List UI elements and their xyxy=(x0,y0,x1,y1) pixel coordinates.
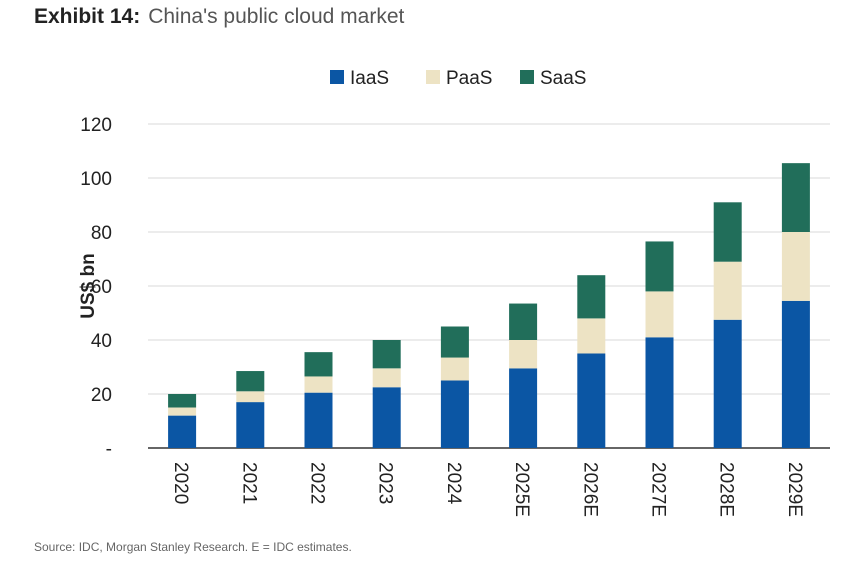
bar-saas-2021 xyxy=(236,371,265,392)
bar-iaas-2026E xyxy=(577,353,606,448)
bar-paas-2020 xyxy=(168,407,197,416)
bar-iaas-2025E xyxy=(509,368,538,448)
bar-paas-2027E xyxy=(645,291,674,338)
bar-paas-2028E xyxy=(713,261,742,320)
bar-saas-2022 xyxy=(304,352,333,377)
bar-iaas-2022 xyxy=(304,392,333,448)
bar-paas-2023 xyxy=(372,368,401,388)
y-tick-label-100: 100 xyxy=(80,169,112,190)
y-tick-label-60: 60 xyxy=(91,277,112,298)
y-tick-label-40: 40 xyxy=(91,331,112,352)
legend-swatch-paas xyxy=(426,70,440,84)
bar-saas-2026E xyxy=(577,275,606,319)
source-note: Source: IDC, Morgan Stanley Research. E … xyxy=(34,540,352,554)
x-tick-label-2022: 2022 xyxy=(307,462,328,504)
exhibit-title-text: China's public cloud market xyxy=(148,5,405,28)
exhibit-title: Exhibit 14: China's public cloud market xyxy=(34,5,404,29)
bar-saas-2023 xyxy=(372,340,401,369)
y-tick-label-80: 80 xyxy=(91,223,112,244)
bar-iaas-2024 xyxy=(440,380,469,448)
x-tick-label-2027E: 2027E xyxy=(648,462,669,517)
legend-label-saas: SaaS xyxy=(540,68,586,89)
bar-paas-2029E xyxy=(781,232,810,301)
bar-iaas-2028E xyxy=(713,319,742,448)
bar-paas-2026E xyxy=(577,318,606,354)
legend-label-paas: PaaS xyxy=(446,68,492,89)
y-tick-label-0: - xyxy=(106,439,112,460)
x-tick-label-2028E: 2028E xyxy=(716,462,737,517)
bar-iaas-2029E xyxy=(781,300,810,448)
legend-swatch-iaas xyxy=(330,70,344,84)
x-tick-label-2023: 2023 xyxy=(375,462,396,504)
bar-saas-2020 xyxy=(168,394,197,408)
legend-swatch-saas xyxy=(520,70,534,84)
bar-iaas-2020 xyxy=(168,415,197,448)
exhibit-label: Exhibit 14: xyxy=(34,5,141,28)
x-tick-label-2029E: 2029E xyxy=(784,462,805,517)
x-tick-label-2020: 2020 xyxy=(170,462,191,504)
bar-iaas-2027E xyxy=(645,337,674,448)
bar-paas-2025E xyxy=(509,340,538,369)
bar-saas-2029E xyxy=(781,163,810,232)
y-tick-label-120: 120 xyxy=(80,115,112,136)
y-tick-label-20: 20 xyxy=(91,385,112,406)
bar-saas-2025E xyxy=(509,303,538,340)
x-tick-label-2024: 2024 xyxy=(443,462,464,505)
x-tick-label-2025E: 2025E xyxy=(511,462,532,517)
bar-paas-2022 xyxy=(304,376,333,393)
bar-iaas-2023 xyxy=(372,387,401,448)
bar-saas-2024 xyxy=(440,326,469,358)
y-axis-title: US$ bn xyxy=(78,253,99,318)
legend-label-iaas: IaaS xyxy=(350,68,389,89)
bar-paas-2021 xyxy=(236,391,265,403)
bar-paas-2024 xyxy=(440,357,469,381)
x-tick-label-2026E: 2026E xyxy=(579,462,600,517)
bar-saas-2027E xyxy=(645,241,674,292)
bar-saas-2028E xyxy=(713,202,742,262)
x-tick-label-2021: 2021 xyxy=(238,462,259,504)
bar-iaas-2021 xyxy=(236,402,265,448)
